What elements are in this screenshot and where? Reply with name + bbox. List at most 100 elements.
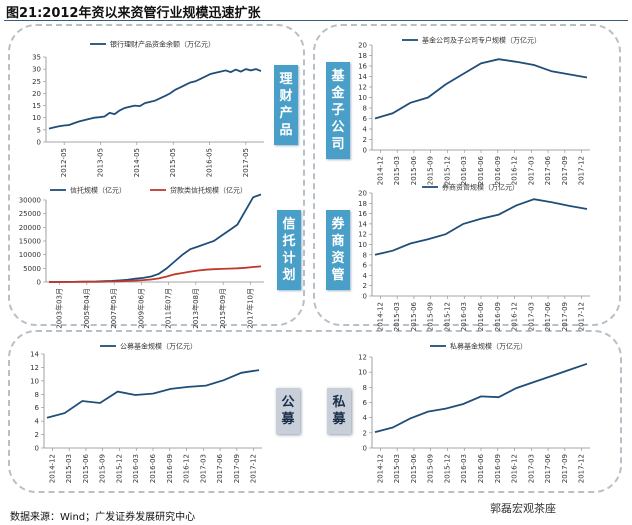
wealth-ytick-label: 0: [37, 139, 41, 147]
fund_sub-series-line-0: [374, 58, 588, 120]
public-xtick-label: 2016-09: [166, 454, 174, 483]
trust-ytick-label: 15000: [19, 238, 41, 246]
broker-ytick-label: 10: [358, 241, 367, 249]
fund_sub-xtick-label: 2016-03: [460, 156, 468, 185]
wealth-ytick-label: 35: [32, 54, 41, 62]
trust-xtick-label: 2005年04月: [82, 288, 91, 329]
broker-ytick-label: 4: [363, 272, 368, 280]
wealth-ytick-label: 10: [32, 114, 41, 122]
fund_sub-xtick-label: 2017-09: [561, 156, 569, 185]
public-xtick-label: 2015-03: [65, 454, 73, 483]
public-ytick-label: 10: [30, 377, 39, 385]
trust-xtick-label: 2017年10月: [245, 288, 254, 329]
fund_sub-xtick-label: 2016-06: [477, 155, 485, 185]
fund_sub-ytick-label: 6: [363, 115, 368, 123]
private-ytick-label: 10: [358, 369, 367, 377]
trust-legend-label-0: 信托规模（亿元）: [70, 186, 126, 195]
public-ytick-label: 8: [35, 391, 39, 399]
wealth-ytick-label: 20: [32, 90, 41, 98]
broker-ytick-label: 12: [358, 231, 367, 239]
trust-ytick-label: 20000: [19, 224, 41, 232]
broker-xtick-label: 2015-09: [427, 302, 435, 331]
fund_sub-ytick-label: 10: [358, 94, 367, 102]
public-xtick-label: 2016-12: [183, 454, 191, 483]
public-series-line-0: [46, 369, 260, 419]
fund_sub-xtick-label: 2015-12: [443, 156, 451, 185]
broker-xtick-label: 2015-03: [393, 302, 401, 331]
trust-ytick-label: 30000: [19, 197, 41, 205]
broker-ytick-label: 8: [363, 251, 367, 259]
panel-public-private: [8, 330, 622, 493]
private-ytick-label: 0: [363, 445, 367, 453]
trust-xtick-label: 2015年09月: [218, 288, 227, 329]
private-series-line-0: [374, 362, 588, 433]
fund_sub-xtick-label: 2017-06: [544, 155, 552, 185]
fund_sub-xtick-label: 2015-09: [427, 156, 435, 185]
public-xtick-label: 2014-12: [48, 454, 56, 483]
public-xtick-label: 2017-06: [216, 453, 224, 483]
tag-fund-sub: 基金子公司: [326, 62, 350, 159]
fund_sub-ytick-label: 14: [358, 73, 367, 81]
tag-public: 公募: [276, 388, 300, 434]
wealth-ytick-label: 30: [32, 66, 41, 74]
public-xtick-label: 2016-03: [132, 454, 140, 483]
wealth-xtick-label: 2015-05: [169, 148, 177, 177]
public-xtick-label: 2015-12: [115, 454, 123, 483]
panel-fund-broker: [313, 24, 621, 326]
fund_sub-ytick-label: 16: [358, 63, 367, 71]
wealth-ytick-label: 15: [32, 102, 41, 110]
fund_sub-xtick-label: 2016-12: [511, 156, 519, 185]
private-xtick-label: 2017-06: [544, 453, 552, 483]
public-ytick-label: 14: [30, 351, 39, 359]
broker-ytick-label: 0: [363, 293, 367, 301]
public-ytick-label: 4: [35, 418, 40, 426]
trust-xtick-label: 2011年07月: [164, 288, 173, 329]
wealth-ytick-label: 25: [32, 78, 41, 86]
source-note: 数据来源：Wind；广发证券发展研究中心: [10, 512, 196, 523]
wealth-xtick-label: 2014-05: [133, 148, 141, 177]
tag-private: 私募: [327, 388, 351, 434]
fund_sub-ytick-label: 4: [363, 126, 368, 134]
tag-broker: 券商资管: [326, 210, 350, 290]
fund_sub-ytick-label: 0: [363, 147, 367, 155]
wealth-xtick-label: 2013-05: [97, 148, 105, 177]
private-ytick-label: 6: [363, 399, 368, 407]
broker-ytick-label: 6: [363, 262, 368, 270]
broker-ytick-label: 14: [358, 220, 367, 228]
trust-ytick-label: 0: [37, 279, 41, 287]
private-xtick-label: 2015-06: [410, 453, 418, 483]
wealth-xtick-label: 2012-05: [60, 148, 68, 177]
broker-xtick-label: 2017-09: [561, 302, 569, 331]
public-ytick-label: 0: [35, 445, 39, 453]
broker-ytick-label: 18: [358, 200, 367, 208]
private-xtick-label: 2017-09: [561, 454, 569, 483]
title-rule: [4, 20, 628, 21]
broker-xtick-label: 2016-03: [460, 302, 468, 331]
trust-ytick-label: 5000: [23, 265, 41, 273]
private-xtick-label: 2014-12: [376, 454, 384, 483]
broker-xtick-label: 2014-12: [376, 302, 384, 331]
fund_sub-ytick-label: 18: [358, 52, 367, 60]
trust-xtick-label: 2007年05月: [109, 288, 118, 329]
trust-xtick-label: 2009年06月: [136, 288, 145, 329]
fund_sub-legend-label-0: 基金公司及子公司专户规模（万亿元）: [422, 36, 541, 45]
private-xtick-label: 2016-03: [460, 454, 468, 483]
trust-series-line-1: [49, 265, 262, 283]
private-ytick-label: 2: [363, 429, 367, 437]
public-xtick-label: 2017-12: [250, 454, 258, 483]
public-xtick-label: 2015-09: [99, 454, 107, 483]
public-xtick-label: 2015-06: [82, 453, 90, 483]
broker-series-line-0: [374, 198, 588, 256]
private-xtick-label: 2016-09: [494, 454, 502, 483]
private-xtick-label: 2016-06: [477, 453, 485, 483]
broker-xtick-label: 2016-09: [494, 302, 502, 331]
broker-ytick-label: 2: [363, 282, 367, 290]
wealth-xtick-label: 2017-05: [242, 148, 250, 177]
wealth-series-line-0: [48, 68, 262, 130]
private-xtick-label: 2015-09: [427, 454, 435, 483]
tag-trust: 信托计划: [277, 210, 301, 290]
tag-wealth: 理财产品: [274, 65, 298, 145]
private-xtick-label: 2017-12: [578, 454, 586, 483]
public-xtick-label: 2017-09: [233, 454, 241, 483]
